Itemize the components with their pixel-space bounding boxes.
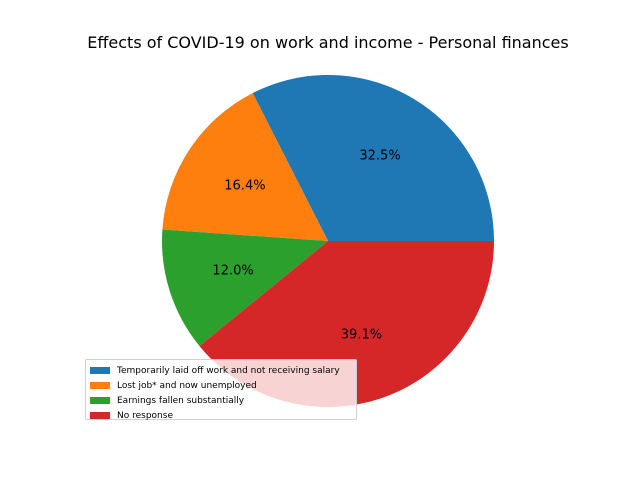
slice-percent-label: 12.0% xyxy=(212,264,253,279)
legend-label: Earnings fallen substantially xyxy=(117,395,245,406)
pie-slice-2 xyxy=(162,93,328,241)
slice-percent-label: 32.5% xyxy=(359,149,400,164)
legend-swatch xyxy=(90,382,110,389)
legend-item: Earnings fallen substantially xyxy=(90,393,356,408)
pie-slice-1 xyxy=(252,75,494,241)
legend-item: Lost job* and now unemployed xyxy=(90,378,356,393)
legend-label: Temporarily laid off work and not receiv… xyxy=(117,365,340,376)
pie-slice-3 xyxy=(162,229,328,347)
legend-item: No response xyxy=(90,408,356,423)
chart-title: Effects of COVID-19 on work and income -… xyxy=(87,33,569,52)
slice-percent-label: 16.4% xyxy=(224,179,265,194)
legend-item: Temporarily laid off work and not receiv… xyxy=(90,363,356,378)
slice-percent-label: 39.1% xyxy=(341,327,382,342)
legend-swatch xyxy=(90,412,110,419)
legend: Temporarily laid off work and not receiv… xyxy=(85,359,357,423)
legend-swatch xyxy=(90,397,110,404)
legend-label: Lost job* and now unemployed xyxy=(117,380,257,391)
legend-label: No response xyxy=(117,410,173,421)
legend-swatch xyxy=(90,367,110,374)
